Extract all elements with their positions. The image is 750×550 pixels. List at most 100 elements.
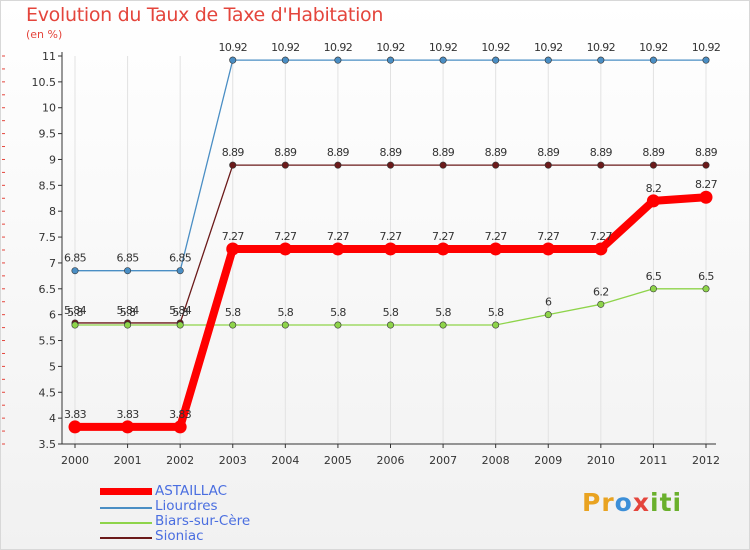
data-label-liourdres: 10.92 [324, 41, 353, 54]
data-point-astaillac [646, 194, 660, 208]
data-label-liourdres: 10.92 [376, 41, 405, 54]
data-label-sioniac: 8.89 [695, 146, 718, 159]
data-point-sioniac [281, 161, 289, 169]
x-tick-label: 2002 [166, 454, 194, 467]
data-label-biars-sur-c-re: 6.5 [698, 270, 714, 283]
data-point-astaillac [436, 242, 450, 256]
data-point-biars-sur-c-re [702, 285, 710, 293]
data-point-biars-sur-c-re [492, 321, 500, 329]
legend-swatch-sioniac [100, 537, 152, 539]
data-label-liourdres: 10.92 [692, 41, 721, 54]
legend-swatch-biars [100, 522, 152, 524]
legend-swatch-liourdres [100, 507, 152, 509]
y-tick-label: 8 [49, 205, 56, 218]
data-label-sioniac: 8.89 [327, 146, 350, 159]
y-tick-label: 7.5 [39, 231, 57, 244]
data-point-astaillac [278, 242, 292, 256]
x-tick-label: 2006 [377, 454, 405, 467]
data-label-astaillac: 7.27 [432, 230, 455, 243]
y-tick-label: 3.5 [39, 438, 57, 451]
y-tick-label: 8.5 [39, 179, 57, 192]
y-tick-label: 6 [49, 309, 56, 322]
y-tick-label: 5 [49, 360, 56, 373]
data-point-biars-sur-c-re [71, 321, 79, 329]
data-label-astaillac: 7.27 [222, 230, 245, 243]
data-label-biars-sur-c-re: 5.8 [225, 306, 241, 319]
data-label-liourdres: 10.92 [429, 41, 458, 54]
data-label-liourdres: 6.85 [169, 252, 192, 265]
x-tick-label: 2003 [219, 454, 247, 467]
data-label-liourdres: 10.92 [481, 41, 510, 54]
data-point-astaillac [541, 242, 555, 256]
y-tick-label: 7 [49, 257, 56, 270]
data-point-liourdres [439, 56, 447, 64]
legend-label-biars: Biars-sur-Cère [155, 513, 251, 529]
y-tick-label: 11 [42, 50, 56, 63]
data-point-liourdres [597, 56, 605, 64]
data-label-astaillac: 3.83 [117, 408, 140, 421]
data-point-sioniac [597, 161, 605, 169]
y-tick-label: 9 [49, 153, 56, 166]
x-tick-label: 2009 [534, 454, 562, 467]
data-label-sioniac: 8.89 [379, 146, 402, 159]
logo-letter: x [632, 488, 650, 517]
data-label-biars-sur-c-re: 6.5 [646, 270, 662, 283]
x-tick-label: 2000 [61, 454, 89, 467]
x-tick-label: 2007 [429, 454, 457, 467]
data-point-sioniac [702, 161, 710, 169]
x-tick-label: 2012 [692, 454, 720, 467]
data-label-sioniac: 8.89 [432, 146, 455, 159]
data-point-sioniac [649, 161, 657, 169]
y-tick-label: 4 [49, 412, 56, 425]
data-label-liourdres: 10.92 [271, 41, 300, 54]
data-label-sioniac: 5.84 [117, 304, 140, 317]
logo-letter: i [650, 488, 660, 517]
data-label-astaillac: 7.27 [485, 230, 508, 243]
data-label-astaillac: 8.27 [695, 178, 718, 191]
data-point-astaillac [173, 420, 187, 434]
data-point-liourdres [649, 56, 657, 64]
data-label-biars-sur-c-re: 6.2 [593, 285, 609, 298]
data-label-biars-sur-c-re: 5.8 [172, 306, 188, 319]
chart-title: Evolution du Taux de Taxe d'Habitation [26, 4, 384, 26]
data-point-astaillac [68, 420, 82, 434]
data-point-biars-sur-c-re [386, 321, 394, 329]
data-label-astaillac: 3.83 [169, 408, 192, 421]
data-label-biars-sur-c-re: 5.8 [488, 306, 504, 319]
data-label-liourdres: 10.92 [534, 41, 563, 54]
y-tick-label: 9.5 [39, 128, 57, 141]
data-point-sioniac [334, 161, 342, 169]
data-label-astaillac: 7.27 [274, 230, 297, 243]
data-point-sioniac [229, 161, 237, 169]
legend-label-liourdres: Liourdres [155, 498, 218, 514]
data-point-liourdres [544, 56, 552, 64]
data-label-biars-sur-c-re: 6 [545, 296, 552, 309]
data-point-sioniac [439, 161, 447, 169]
y-tick-label: 10 [42, 102, 56, 115]
proxiti-logo: Proxiti [582, 488, 682, 517]
data-label-biars-sur-c-re: 5.8 [120, 306, 136, 319]
data-point-liourdres [176, 267, 184, 275]
data-label-liourdres: 6.85 [64, 252, 87, 265]
data-point-biars-sur-c-re [124, 321, 132, 329]
data-label-liourdres: 6.85 [117, 252, 140, 265]
logo-letter: i [672, 488, 683, 517]
logo-letter: t [659, 488, 673, 517]
y-tick-label: 6.5 [39, 283, 57, 296]
data-label-liourdres: 10.92 [639, 41, 668, 54]
data-point-biars-sur-c-re [544, 311, 552, 319]
data-point-astaillac [121, 420, 135, 434]
data-point-liourdres [281, 56, 289, 64]
data-label-sioniac: 8.89 [222, 146, 245, 159]
x-tick-label: 2008 [482, 454, 510, 467]
x-tick-label: 2001 [114, 454, 142, 467]
data-point-astaillac [489, 242, 503, 256]
y-unit-label: (en %) [26, 28, 63, 41]
data-label-biars-sur-c-re: 5.8 [277, 306, 293, 319]
data-point-astaillac [384, 242, 397, 256]
legend-swatch-astaillac [100, 488, 152, 495]
data-label-sioniac: 8.89 [485, 146, 508, 159]
data-label-biars-sur-c-re: 5.8 [330, 306, 346, 319]
data-label-astaillac: 7.27 [590, 230, 613, 243]
